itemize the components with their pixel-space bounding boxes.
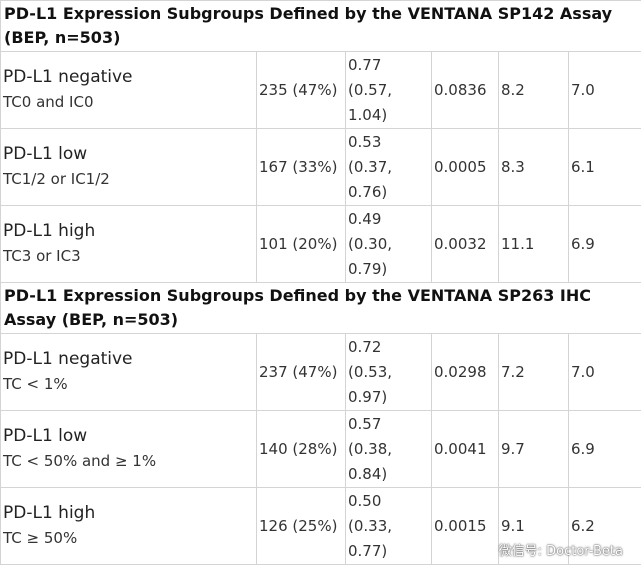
- hr-cell: 0.77 (0.57, 1.04): [345, 51, 432, 129]
- data-row: PD-L1 negative TC0 and IC0 235 (47%) 0.77 (0…: [0, 51, 641, 129]
- median-b: 6.9: [567, 410, 641, 488]
- median-a: 7.2: [498, 333, 569, 411]
- median-b: 6.1: [567, 128, 641, 206]
- section-row: PD-L1 Expression Subgroups Defined by th…: [0, 0, 641, 52]
- median-b: 7.0: [567, 333, 641, 411]
- watermark: 微信号: Doctor-Beta: [498, 544, 623, 559]
- p-value: 0.0005: [431, 128, 499, 206]
- confidence-interval: (0.37, 0.76): [348, 157, 393, 201]
- n-cell: 235 (47%): [256, 51, 346, 129]
- subgroup-criteria: TC ≥ 50%: [3, 529, 78, 547]
- hazard-ratio: 0.77: [348, 55, 382, 74]
- n-cell: 101 (20%): [256, 205, 346, 283]
- confidence-interval: (0.57, 1.04): [348, 80, 393, 124]
- data-row: PD-L1 low TC1/2 or IC1/2 167 (33%) 0.53 (0.3…: [0, 128, 641, 206]
- n-cell: 237 (47%): [256, 333, 346, 411]
- subgroup-cell: PD-L1 high TC3 or IC3: [0, 205, 257, 283]
- hr-cell: 0.49 (0.30, 0.79): [345, 205, 432, 283]
- section-row: PD-L1 Expression Subgroups Defined by th…: [0, 282, 641, 334]
- median-b: 6.9: [567, 205, 641, 283]
- hazard-ratio: 0.50: [348, 491, 382, 510]
- median-a: 9.1: [498, 487, 569, 565]
- subgroup-label: PD-L1 low: [3, 426, 88, 446]
- confidence-interval: (0.38, 0.84): [348, 439, 393, 483]
- confidence-interval: (0.33, 0.77): [348, 516, 393, 560]
- section-title: PD-L1 Expression Subgroups Defined by th…: [0, 0, 641, 52]
- hr-cell: 0.72 (0.53, 0.97): [345, 333, 432, 411]
- subgroup-label: PD-L1 negative: [3, 349, 133, 369]
- p-value: 0.0032: [431, 205, 499, 283]
- p-value: 0.0298: [431, 333, 499, 411]
- hazard-ratio: 0.53: [348, 132, 382, 151]
- median-a: 9.7: [498, 410, 569, 488]
- section-title: PD-L1 Expression Subgroups Defined by th…: [0, 282, 641, 334]
- subgroup-cell: PD-L1 low TC < 50% and ≥ 1%: [0, 410, 257, 488]
- data-row: PD-L1 high TC3 or IC3 101 (20%) 0.49 (0.30, …: [0, 205, 641, 283]
- hr-cell: 0.50 (0.33, 0.77): [345, 487, 432, 565]
- hr-cell: 0.53 (0.37, 0.76): [345, 128, 432, 206]
- confidence-interval: (0.30, 0.79): [348, 234, 393, 278]
- subgroup-cell: PD-L1 negative TC < 1%: [0, 333, 257, 411]
- p-value: 0.0836: [431, 51, 499, 129]
- subgroup-label: PD-L1 high: [3, 503, 96, 523]
- subgroup-criteria: TC < 50% and ≥ 1%: [3, 452, 157, 470]
- median-a: 11.1: [498, 205, 569, 283]
- subgroup-cell: PD-L1 negative TC0 and IC0: [0, 51, 257, 129]
- confidence-interval: (0.53, 0.97): [348, 362, 393, 406]
- median-b: 7.0: [567, 51, 641, 129]
- subgroup-label: PD-L1 low: [3, 144, 88, 164]
- subgroup-criteria: TC < 1%: [3, 375, 68, 393]
- hazard-ratio: 0.49: [348, 209, 382, 228]
- data-row: PD-L1 low TC < 50% and ≥ 1% 140 (28%) 0.57 (…: [0, 410, 641, 488]
- subgroup-cell: PD-L1 high TC ≥ 50%: [0, 487, 257, 565]
- data-row: PD-L1 high TC ≥ 50% 126 (25%) 0.50 (0.33, 0.…: [0, 487, 641, 565]
- subgroup-criteria: TC3 or IC3: [3, 247, 81, 265]
- subgroup-criteria: TC1/2 or IC1/2: [3, 170, 110, 188]
- subgroup-label: PD-L1 high: [3, 221, 96, 241]
- p-value: 0.0041: [431, 410, 499, 488]
- n-cell: 126 (25%): [256, 487, 346, 565]
- n-cell: 140 (28%): [256, 410, 346, 488]
- hazard-ratio: 0.72: [348, 337, 382, 356]
- n-cell: 167 (33%): [256, 128, 346, 206]
- hazard-ratio: 0.57: [348, 414, 382, 433]
- subgroup-cell: PD-L1 low TC1/2 or IC1/2: [0, 128, 257, 206]
- median-a: 8.3: [498, 128, 569, 206]
- data-row: PD-L1 negative TC < 1% 237 (47%) 0.72 (0.53,…: [0, 333, 641, 411]
- hr-cell: 0.57 (0.38, 0.84): [345, 410, 432, 488]
- subgroup-label: PD-L1 negative: [3, 67, 133, 87]
- p-value: 0.0015: [431, 487, 499, 565]
- subgroup-criteria: TC0 and IC0: [3, 93, 94, 111]
- median-a: 8.2: [498, 51, 569, 129]
- median-b: 6.2: [567, 487, 641, 565]
